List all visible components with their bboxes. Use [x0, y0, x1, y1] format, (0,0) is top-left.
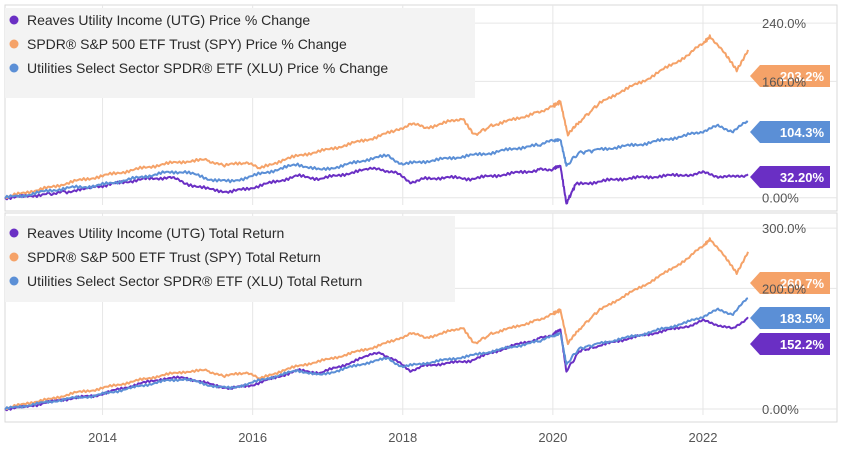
legend-background	[5, 216, 455, 302]
legend-marker	[9, 252, 19, 262]
end-value-label: 32.20%	[780, 170, 825, 185]
series-line-bottom-1	[4, 237, 749, 411]
end-value-tag	[750, 307, 830, 329]
bottom-panel: Reaves Utility Income (UTG) Total Return…	[4, 212, 838, 423]
x-tick-label: 2022	[689, 430, 718, 445]
legend-marker	[9, 39, 19, 49]
bottom-panel-series	[4, 237, 749, 412]
end-value-label: 152.2%	[780, 337, 825, 352]
x-tick-label: 2020	[538, 430, 567, 445]
series-line-bottom-2	[4, 297, 749, 411]
end-value-tag	[750, 333, 830, 355]
top-panel-tags: 32.20% 203.2% 104.3%	[750, 65, 830, 188]
bottom-panel-border	[4, 212, 838, 423]
end-value-label: 260.7%	[780, 276, 825, 291]
legend-marker	[9, 63, 19, 73]
bottom-panel-tags: 152.2% 260.7% 183.5%	[750, 272, 830, 355]
top-panel: Reaves Utility Income (UTG) Price % Chan…	[4, 4, 838, 212]
legend-marker	[9, 228, 19, 238]
series-line-top-1	[4, 34, 749, 199]
end-value-label: 203.2%	[780, 69, 825, 84]
x-tick-label: 2018	[388, 430, 417, 445]
legend-entry: Reaves Utility Income (UTG) Total Return	[27, 225, 284, 241]
legend-entry: SPDR® S&P 500 ETF Trust (SPY) Price % Ch…	[27, 36, 347, 52]
top-panel-yticks: 240.0% 160.0% 0.00%	[762, 16, 807, 206]
end-value-tag	[750, 166, 830, 188]
end-value-label: 183.5%	[780, 311, 825, 326]
y-tick-label: 0.00%	[762, 191, 799, 206]
y-tick-label: 200.0%	[762, 281, 807, 296]
end-value-tag	[750, 121, 830, 143]
y-tick-label: 300.0%	[762, 221, 807, 236]
legend-entry: Utilities Select Sector SPDR® ETF (XLU) …	[27, 60, 388, 76]
end-value-tag	[750, 65, 830, 87]
x-tick-label: 2014	[88, 430, 117, 445]
legend-entry: Utilities Select Sector SPDR® ETF (XLU) …	[27, 273, 362, 289]
y-tick-label: 0.00%	[762, 402, 799, 417]
y-tick-label: 160.0%	[762, 74, 807, 89]
legend-marker	[9, 15, 19, 25]
end-value-tag	[750, 272, 830, 294]
top-panel-series	[4, 34, 749, 205]
series-line-bottom-0	[4, 316, 749, 412]
top-panel-legend: Reaves Utility Income (UTG) Price % Chan…	[5, 8, 475, 98]
legend-background	[5, 8, 475, 98]
x-axis: 2014 2016 2018 2020 2022	[88, 430, 717, 445]
legend-entry: SPDR® S&P 500 ETF Trust (SPY) Total Retu…	[27, 249, 321, 265]
y-tick-label: 240.0%	[762, 16, 807, 31]
series-line-top-2	[4, 120, 749, 199]
top-panel-border	[4, 4, 838, 212]
bottom-panel-legend: Reaves Utility Income (UTG) Total Return…	[5, 216, 455, 302]
x-tick-label: 2016	[238, 430, 267, 445]
legend-marker	[9, 276, 19, 286]
series-line-top-0	[4, 164, 749, 205]
end-value-label: 104.3%	[780, 125, 825, 140]
legend-entry: Reaves Utility Income (UTG) Price % Chan…	[27, 12, 310, 28]
bottom-panel-yticks: 300.0% 200.0% 0.00%	[762, 221, 807, 417]
